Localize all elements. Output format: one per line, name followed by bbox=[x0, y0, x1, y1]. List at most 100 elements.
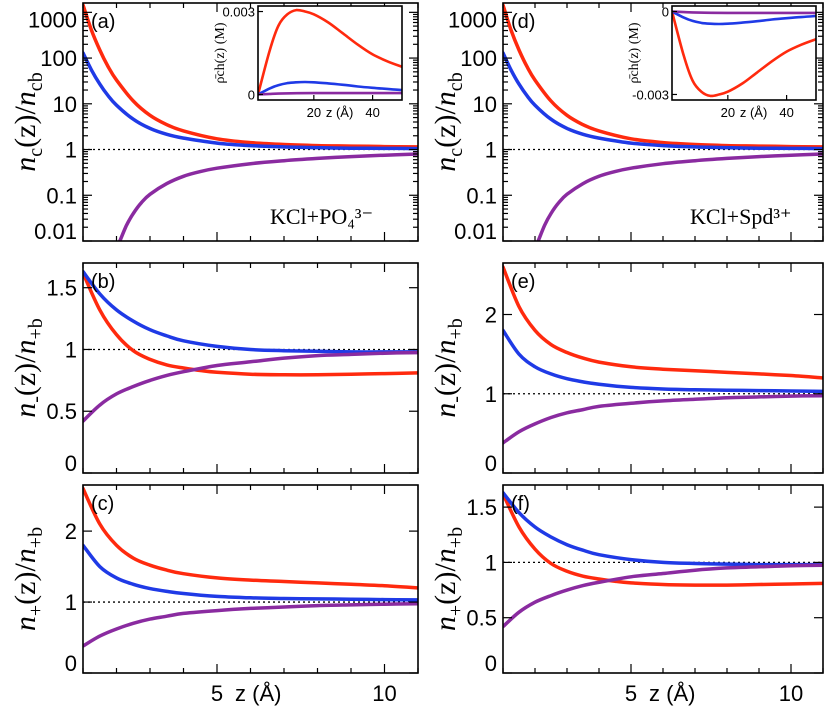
inset-a: 0 0.003 20 40 z (Å) ρ̄ch(z) (M) bbox=[213, 5, 403, 120]
y-tick-label: 1000 bbox=[28, 7, 77, 32]
panel-label: (e) bbox=[511, 271, 535, 293]
y-tick-label: 1 bbox=[65, 337, 77, 362]
series-line-purple bbox=[83, 350, 418, 423]
y-label-mid: (z)/ bbox=[429, 563, 462, 605]
x-tick-label: 10 bbox=[779, 681, 803, 706]
x-tick-label: 5 bbox=[625, 681, 637, 706]
y-axis-label: n-(z)/n+b bbox=[9, 318, 47, 418]
inset-series-line-purple bbox=[672, 10, 816, 15]
x-axis-label: z (Å) bbox=[235, 681, 281, 706]
series-line-blue bbox=[503, 328, 823, 394]
panel-f: 00.511.55 10z (Å)(f)n+(z)/n+b bbox=[429, 484, 824, 706]
series-line-red bbox=[83, 3, 418, 149]
y-tick-label: 100 bbox=[460, 46, 497, 71]
y-label-sub1: c bbox=[445, 148, 467, 157]
inset-series-line-red bbox=[672, 10, 816, 98]
y-label-n: n bbox=[429, 616, 462, 631]
y-label-sub2: +b bbox=[25, 318, 47, 339]
y-tick-label: 0 bbox=[65, 451, 77, 476]
inset-series-group bbox=[258, 8, 402, 96]
inset-d: 0 -0.003 20 40 z (Å) ρ̄ch(z) (M) bbox=[627, 5, 817, 120]
series-group bbox=[503, 490, 823, 629]
y-tick-label: 0 bbox=[485, 651, 497, 676]
y-tick-label: 0.1 bbox=[466, 183, 497, 208]
series-line-blue bbox=[503, 490, 823, 567]
y-label-n2: n bbox=[429, 548, 462, 563]
y-tick-label: 1.5 bbox=[46, 276, 77, 301]
inset-x-tick-label: 40 bbox=[365, 105, 379, 120]
y-tick-label: 2 bbox=[65, 519, 77, 544]
y-tick-label: 10 bbox=[53, 92, 77, 117]
inset-x-tick-label: 20 bbox=[721, 105, 735, 120]
y-label-sub1: + bbox=[25, 605, 47, 616]
panel-e: 012(e)n-(z)/n+b bbox=[429, 262, 824, 476]
y-tick-label: 0.5 bbox=[466, 606, 497, 631]
inset-y-axis-label: ρ̄ch(z) (M) bbox=[627, 22, 642, 83]
y-label-n2: n bbox=[9, 548, 42, 563]
axis-frame bbox=[82, 262, 419, 474]
series-line-purple bbox=[118, 152, 418, 241]
y-tick-label: 1 bbox=[485, 138, 497, 163]
y-label-n: n bbox=[9, 616, 42, 631]
inset-x-tick-label: 40 bbox=[779, 105, 793, 120]
y-label-mid: (z)/ bbox=[9, 106, 42, 148]
y-label-n2: n bbox=[9, 91, 42, 106]
inset-y-tick-label: -0.003 bbox=[632, 87, 669, 102]
series-group bbox=[503, 265, 823, 445]
inset-x-tick-label: 20 bbox=[307, 105, 321, 120]
panel-label: (b) bbox=[91, 271, 115, 293]
y-tick-label: 0.01 bbox=[454, 219, 497, 244]
y-label-n2: n bbox=[429, 339, 462, 354]
y-label-n: n bbox=[429, 157, 462, 172]
y-label-sub1: + bbox=[445, 605, 467, 616]
y-tick-label: 2 bbox=[485, 303, 497, 328]
y-tick-label: 0.01 bbox=[34, 219, 77, 244]
panel-b: 00.511.5 (b)n-(z)/n+b bbox=[9, 262, 419, 476]
y-label-mid: (z)/ bbox=[429, 354, 462, 396]
y-axis-label: n+(z)/n+b bbox=[9, 527, 47, 631]
inset-y-tick-label: 0 bbox=[662, 5, 669, 20]
y-label-mid: (z)/ bbox=[429, 106, 462, 148]
y-axis-label: nc(z)/ncb bbox=[9, 72, 47, 171]
y-axis-label: n-(z)/n+b bbox=[429, 318, 467, 418]
y-tick-label: 0.1 bbox=[46, 183, 77, 208]
panel-label: (a) bbox=[91, 11, 115, 33]
y-tick-label: 0 bbox=[65, 651, 77, 676]
series-line-red bbox=[503, 492, 823, 587]
inset-frame bbox=[671, 5, 817, 101]
inset-series-line-purple bbox=[258, 91, 402, 96]
y-label-sub2: +b bbox=[445, 318, 467, 339]
y-tick-label: 1000 bbox=[448, 7, 497, 32]
inset-series-line-red bbox=[258, 8, 402, 96]
y-label-n: n bbox=[9, 403, 42, 418]
series-group bbox=[83, 3, 418, 241]
y-label-n2: n bbox=[429, 91, 462, 106]
y-axis-label: nc(z)/ncb bbox=[429, 72, 467, 171]
y-label-sub1: - bbox=[445, 396, 467, 403]
series-line-blue bbox=[83, 269, 418, 354]
y-tick-label: 1 bbox=[485, 382, 497, 407]
y-label-mid: (z)/ bbox=[9, 354, 42, 396]
x-tick-label: 5 bbox=[211, 681, 223, 706]
series-line-red bbox=[83, 486, 418, 590]
series-line-blue bbox=[83, 543, 418, 602]
series-line-red bbox=[503, 3, 823, 149]
series-line-blue bbox=[83, 51, 418, 151]
inset-x-axis-label: z (Å) bbox=[740, 105, 767, 120]
series-line-purple bbox=[83, 602, 418, 648]
y-tick-label: 1 bbox=[65, 138, 77, 163]
series-line-red bbox=[503, 265, 823, 380]
inset-series-line-blue bbox=[258, 80, 402, 96]
y-tick-label: 1.5 bbox=[466, 495, 497, 520]
panel-label: (c) bbox=[91, 493, 114, 515]
inset-frame bbox=[257, 5, 403, 101]
y-label-sub1: - bbox=[25, 396, 47, 403]
series-line-purple bbox=[503, 393, 823, 445]
series-group bbox=[83, 269, 418, 423]
y-tick-label: 0 bbox=[485, 451, 497, 476]
inset-series-line-blue bbox=[672, 10, 816, 26]
y-label-sub2: +b bbox=[25, 527, 47, 548]
